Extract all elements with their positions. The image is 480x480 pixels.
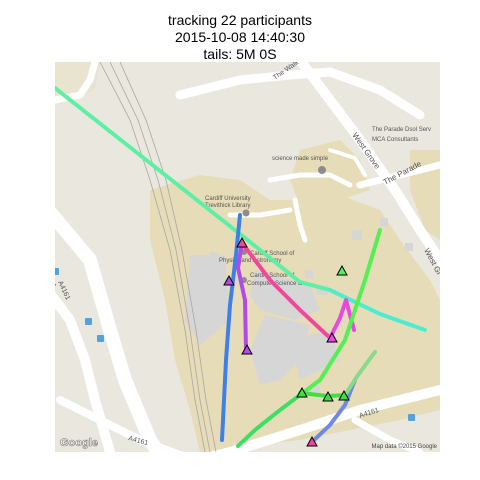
tracks-layer bbox=[55, 86, 427, 448]
google-logo: Google bbox=[60, 437, 98, 449]
label-a4161-left-1: A4161 bbox=[42, 268, 57, 289]
participant-marker[interactable] bbox=[326, 331, 338, 343]
roads bbox=[55, 62, 440, 452]
participant-marker[interactable] bbox=[296, 386, 308, 398]
markers-layer bbox=[223, 236, 350, 447]
plot-timestamp: 2015-10-08 14:40:30 bbox=[175, 29, 305, 45]
plot-title: tracking 22 participants bbox=[168, 12, 312, 28]
label-cardiff-university: Cardiff University bbox=[205, 196, 251, 202]
participant-marker[interactable] bbox=[306, 435, 318, 447]
label-the-parade-dsol: The Parade Dsol Serv bbox=[372, 127, 431, 133]
label-mca-consultants: MCA Consultants bbox=[372, 137, 418, 143]
participant-track bbox=[343, 350, 377, 397]
label-trevithick-library: Trevithick Library bbox=[205, 203, 250, 209]
participant-marker[interactable] bbox=[241, 343, 253, 355]
participant-track bbox=[220, 213, 242, 442]
participant-track bbox=[310, 378, 357, 444]
label-science-made-simple: science made simple bbox=[272, 156, 329, 162]
participant-marker[interactable] bbox=[223, 274, 235, 286]
participant-marker[interactable] bbox=[236, 236, 248, 248]
participant-marker[interactable] bbox=[322, 390, 334, 402]
participant-track bbox=[236, 393, 302, 448]
map-attribution[interactable]: Map data ©2015 Google bbox=[372, 443, 438, 450]
label-school-cs-1: Cardiff School of bbox=[250, 273, 295, 279]
participant-track bbox=[328, 288, 427, 332]
participant-marker[interactable] bbox=[336, 264, 348, 276]
plot-title-block: tracking 22 participants 2015-10-08 14:4… bbox=[0, 12, 480, 63]
participant-track bbox=[236, 241, 248, 352]
participant-marker[interactable] bbox=[338, 389, 350, 401]
bus-stop-icons bbox=[55, 268, 415, 421]
participant-track bbox=[240, 241, 332, 340]
label-school-cs-2: Computer Science &... bbox=[247, 281, 307, 287]
label-school-physics-1: Cardiff School of bbox=[250, 251, 295, 257]
map-basemap: The Walk The Parade Dsol Serv MCA Consul… bbox=[42, 62, 440, 452]
plot-tails: tails: 5M 0S bbox=[203, 46, 277, 62]
participant-track bbox=[328, 298, 356, 340]
participant-track bbox=[55, 86, 332, 292]
label-school-physics-2: Physics and Astronomy bbox=[219, 258, 281, 264]
rail-lines bbox=[99, 62, 217, 452]
participant-track bbox=[298, 228, 382, 397]
